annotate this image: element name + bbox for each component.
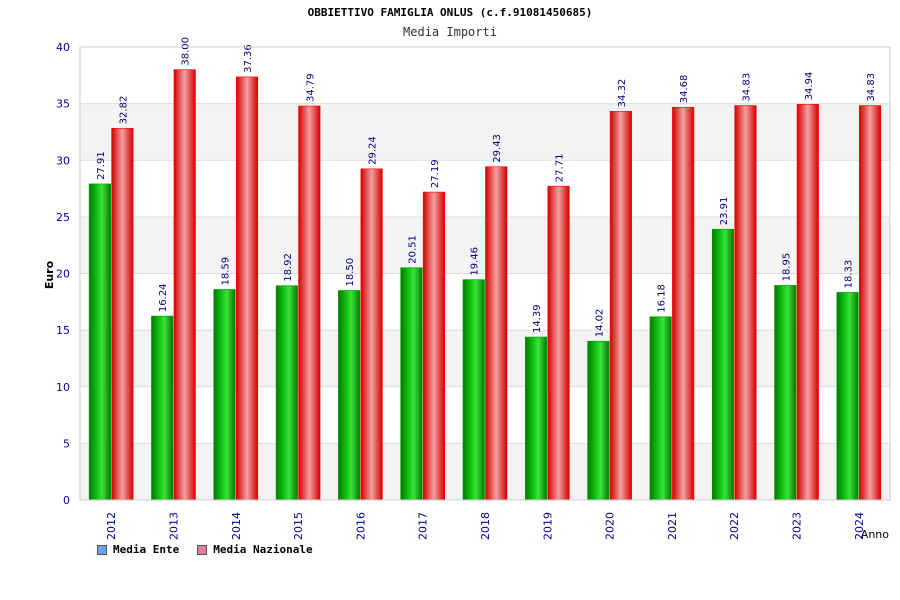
y-tick-label: 15 — [56, 324, 70, 337]
grid-band — [80, 386, 890, 444]
y-tick-label: 0 — [63, 494, 70, 507]
data-label: 32.82 — [118, 96, 129, 125]
y-tick-label: 40 — [56, 41, 70, 54]
x-tick-label: 2018 — [479, 512, 492, 540]
grid-band — [80, 330, 890, 387]
bar-media-ente-2021 — [649, 316, 672, 501]
legend-swatch-icon — [97, 544, 107, 555]
bar-media-ente-2018 — [462, 279, 485, 501]
grid-band — [80, 273, 890, 331]
data-label: 19.46 — [470, 247, 481, 276]
x-tick-label: 2016 — [354, 512, 367, 540]
bar-media-ente-2014 — [213, 289, 236, 501]
x-tick-label: 2024 — [853, 512, 866, 540]
data-label: 16.18 — [657, 284, 668, 313]
y-axis-label: Euro — [43, 260, 56, 289]
grid-band — [80, 160, 890, 217]
x-tick-label: 2021 — [666, 512, 679, 540]
bar-media-ente-2016 — [338, 290, 361, 501]
data-label: 18.92 — [283, 253, 294, 282]
x-tick-label: 2022 — [728, 512, 741, 540]
data-label: 29.24 — [368, 136, 379, 165]
grid-band — [80, 216, 890, 274]
x-tick-label: 2013 — [167, 512, 180, 540]
chart-title: OBBIETTIVO FAMIGLIA ONLUS (c.f.910814506… — [307, 6, 593, 19]
bar-media-nazionale-2015 — [298, 105, 321, 501]
x-tick-label: 2020 — [604, 512, 617, 540]
bar-media-ente-2020 — [587, 340, 610, 501]
bar-media-ente-2017 — [400, 267, 423, 501]
y-tick-label: 5 — [63, 437, 70, 450]
data-label: 20.51 — [407, 235, 418, 264]
data-label: 34.94 — [804, 72, 815, 101]
bar-media-nazionale-2018 — [485, 166, 508, 501]
bar-media-ente-2024 — [836, 292, 859, 501]
x-tick-label: 2017 — [417, 512, 430, 540]
data-label: 23.91 — [719, 197, 730, 226]
x-tick-label: 2012 — [105, 512, 118, 540]
bar-media-ente-2013 — [151, 315, 174, 501]
y-tick-label: 10 — [56, 381, 70, 394]
legend: Media Ente Media Nazionale — [97, 543, 313, 556]
grid-band — [80, 47, 890, 104]
data-label: 18.59 — [221, 257, 232, 286]
data-label: 27.19 — [430, 159, 441, 188]
bar-media-nazionale-2017 — [422, 191, 445, 501]
bar-media-ente-2015 — [275, 285, 298, 501]
data-label: 38.00 — [181, 37, 192, 66]
x-tick-label: 2015 — [292, 512, 305, 540]
y-tick-label: 20 — [56, 268, 70, 281]
data-label: 34.32 — [617, 79, 628, 108]
data-label: 37.36 — [243, 44, 254, 73]
legend-label: Media Nazionale — [213, 543, 313, 556]
grid-band — [80, 443, 890, 500]
bar-media-nazionale-2022 — [734, 105, 757, 501]
data-label: 34.79 — [305, 73, 316, 102]
y-tick-label: 30 — [56, 154, 70, 167]
bar-media-ente-2022 — [711, 228, 735, 501]
bar-media-nazionale-2013 — [173, 69, 196, 501]
grid-band — [80, 103, 890, 161]
bar-media-nazionale-2014 — [235, 76, 259, 501]
legend-label: Media Ente — [113, 543, 180, 556]
bar-media-nazionale-2023 — [796, 104, 819, 501]
legend-swatch-icon — [197, 544, 208, 555]
x-tick-label: 2014 — [230, 512, 243, 540]
bar-media-ente-2012 — [88, 183, 111, 501]
bar-media-nazionale-2012 — [111, 128, 134, 501]
bar-media-ente-2023 — [774, 285, 797, 501]
x-tick-label: 2023 — [791, 512, 804, 540]
data-label: 34.83 — [866, 73, 877, 102]
bar-media-nazionale-2020 — [609, 111, 632, 501]
data-label: 34.83 — [741, 73, 752, 102]
data-label: 34.68 — [679, 75, 690, 104]
bar-media-nazionale-2024 — [859, 105, 882, 501]
y-tick-label: 35 — [56, 98, 70, 111]
bar-media-ente-2019 — [525, 336, 548, 501]
data-label: 27.71 — [555, 154, 566, 183]
bar-media-nazionale-2021 — [672, 106, 695, 501]
chart-subtitle: Media Importi — [403, 25, 497, 39]
plot-border — [79, 46, 891, 501]
y-tick-label: 25 — [56, 211, 70, 224]
data-label: 18.50 — [345, 258, 356, 287]
legend-item-media-ente: Media Ente — [97, 543, 179, 556]
data-label: 27.91 — [96, 151, 107, 180]
bar-media-nazionale-2016 — [360, 168, 383, 501]
bar-media-nazionale-2019 — [547, 185, 570, 501]
x-axis-label: Anno — [861, 528, 889, 541]
data-label: 29.43 — [492, 134, 503, 163]
data-label: 18.95 — [781, 253, 792, 282]
x-tick-label: 2019 — [541, 512, 554, 540]
legend-item-media-nazionale: Media Nazionale — [197, 543, 313, 556]
data-label: 14.39 — [532, 304, 543, 333]
data-label: 16.24 — [158, 283, 169, 312]
data-label: 14.02 — [594, 309, 605, 338]
data-label: 18.33 — [844, 260, 855, 289]
